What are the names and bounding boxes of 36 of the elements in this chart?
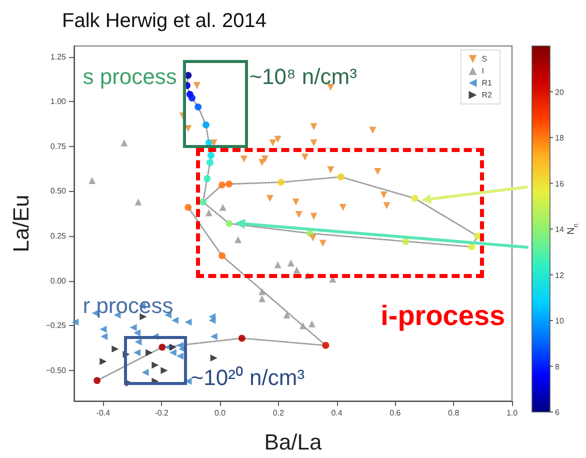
color-bar-label: 20	[555, 88, 564, 97]
y-tick-label: 0.50	[50, 186, 67, 196]
color-bar-label: 14	[555, 225, 564, 234]
x-tick-label: -0.2	[154, 408, 170, 418]
y-tick-label: 1.00	[50, 97, 67, 106]
color-bar-label: 16	[555, 179, 564, 188]
annotation: r process	[82, 293, 174, 318]
y-tick-label: −0.50	[46, 366, 67, 376]
x-tick-label: 0.0	[214, 408, 226, 418]
y-tick-label: 1.25	[50, 52, 67, 62]
x-tick-label: 0.8	[448, 408, 460, 418]
color-bar-label: 6	[555, 408, 560, 417]
y-tick-label: 0.25	[50, 232, 67, 241]
x-tick-label: 1.0	[506, 408, 518, 418]
legend-label: R2	[482, 90, 493, 100]
annotation: s process	[82, 64, 177, 89]
y-tick-label: 0.75	[50, 142, 67, 151]
x-tick-label: 0.2	[272, 408, 285, 418]
x-tick-label: 0.4	[331, 408, 343, 418]
x-tick-label: 0.6	[390, 408, 402, 418]
legend-label: R1	[482, 78, 493, 88]
legend-label: S	[482, 54, 488, 64]
y-axis-title: La/Eu	[8, 194, 34, 252]
x-axis-title: Ba/La	[264, 430, 323, 454]
annotation: i-process	[380, 300, 506, 332]
color-bar-label: 12	[555, 270, 564, 280]
color-bar-label: 18	[555, 134, 564, 142]
chart-title: Falk Herwig et al. 2014	[62, 10, 267, 32]
legend-label: I	[482, 66, 484, 76]
annotation: ~10⁸ n/cm³	[249, 64, 357, 89]
y-tick-label: 0.00	[50, 276, 67, 286]
x-tick-label: -0.4	[96, 408, 111, 418]
y-tick-label: −0.25	[46, 321, 67, 330]
color-bar-label: 10	[555, 316, 564, 326]
color-bar-label: 8	[555, 362, 560, 372]
annotation: ~10²⁰ n/cm³	[190, 364, 305, 390]
